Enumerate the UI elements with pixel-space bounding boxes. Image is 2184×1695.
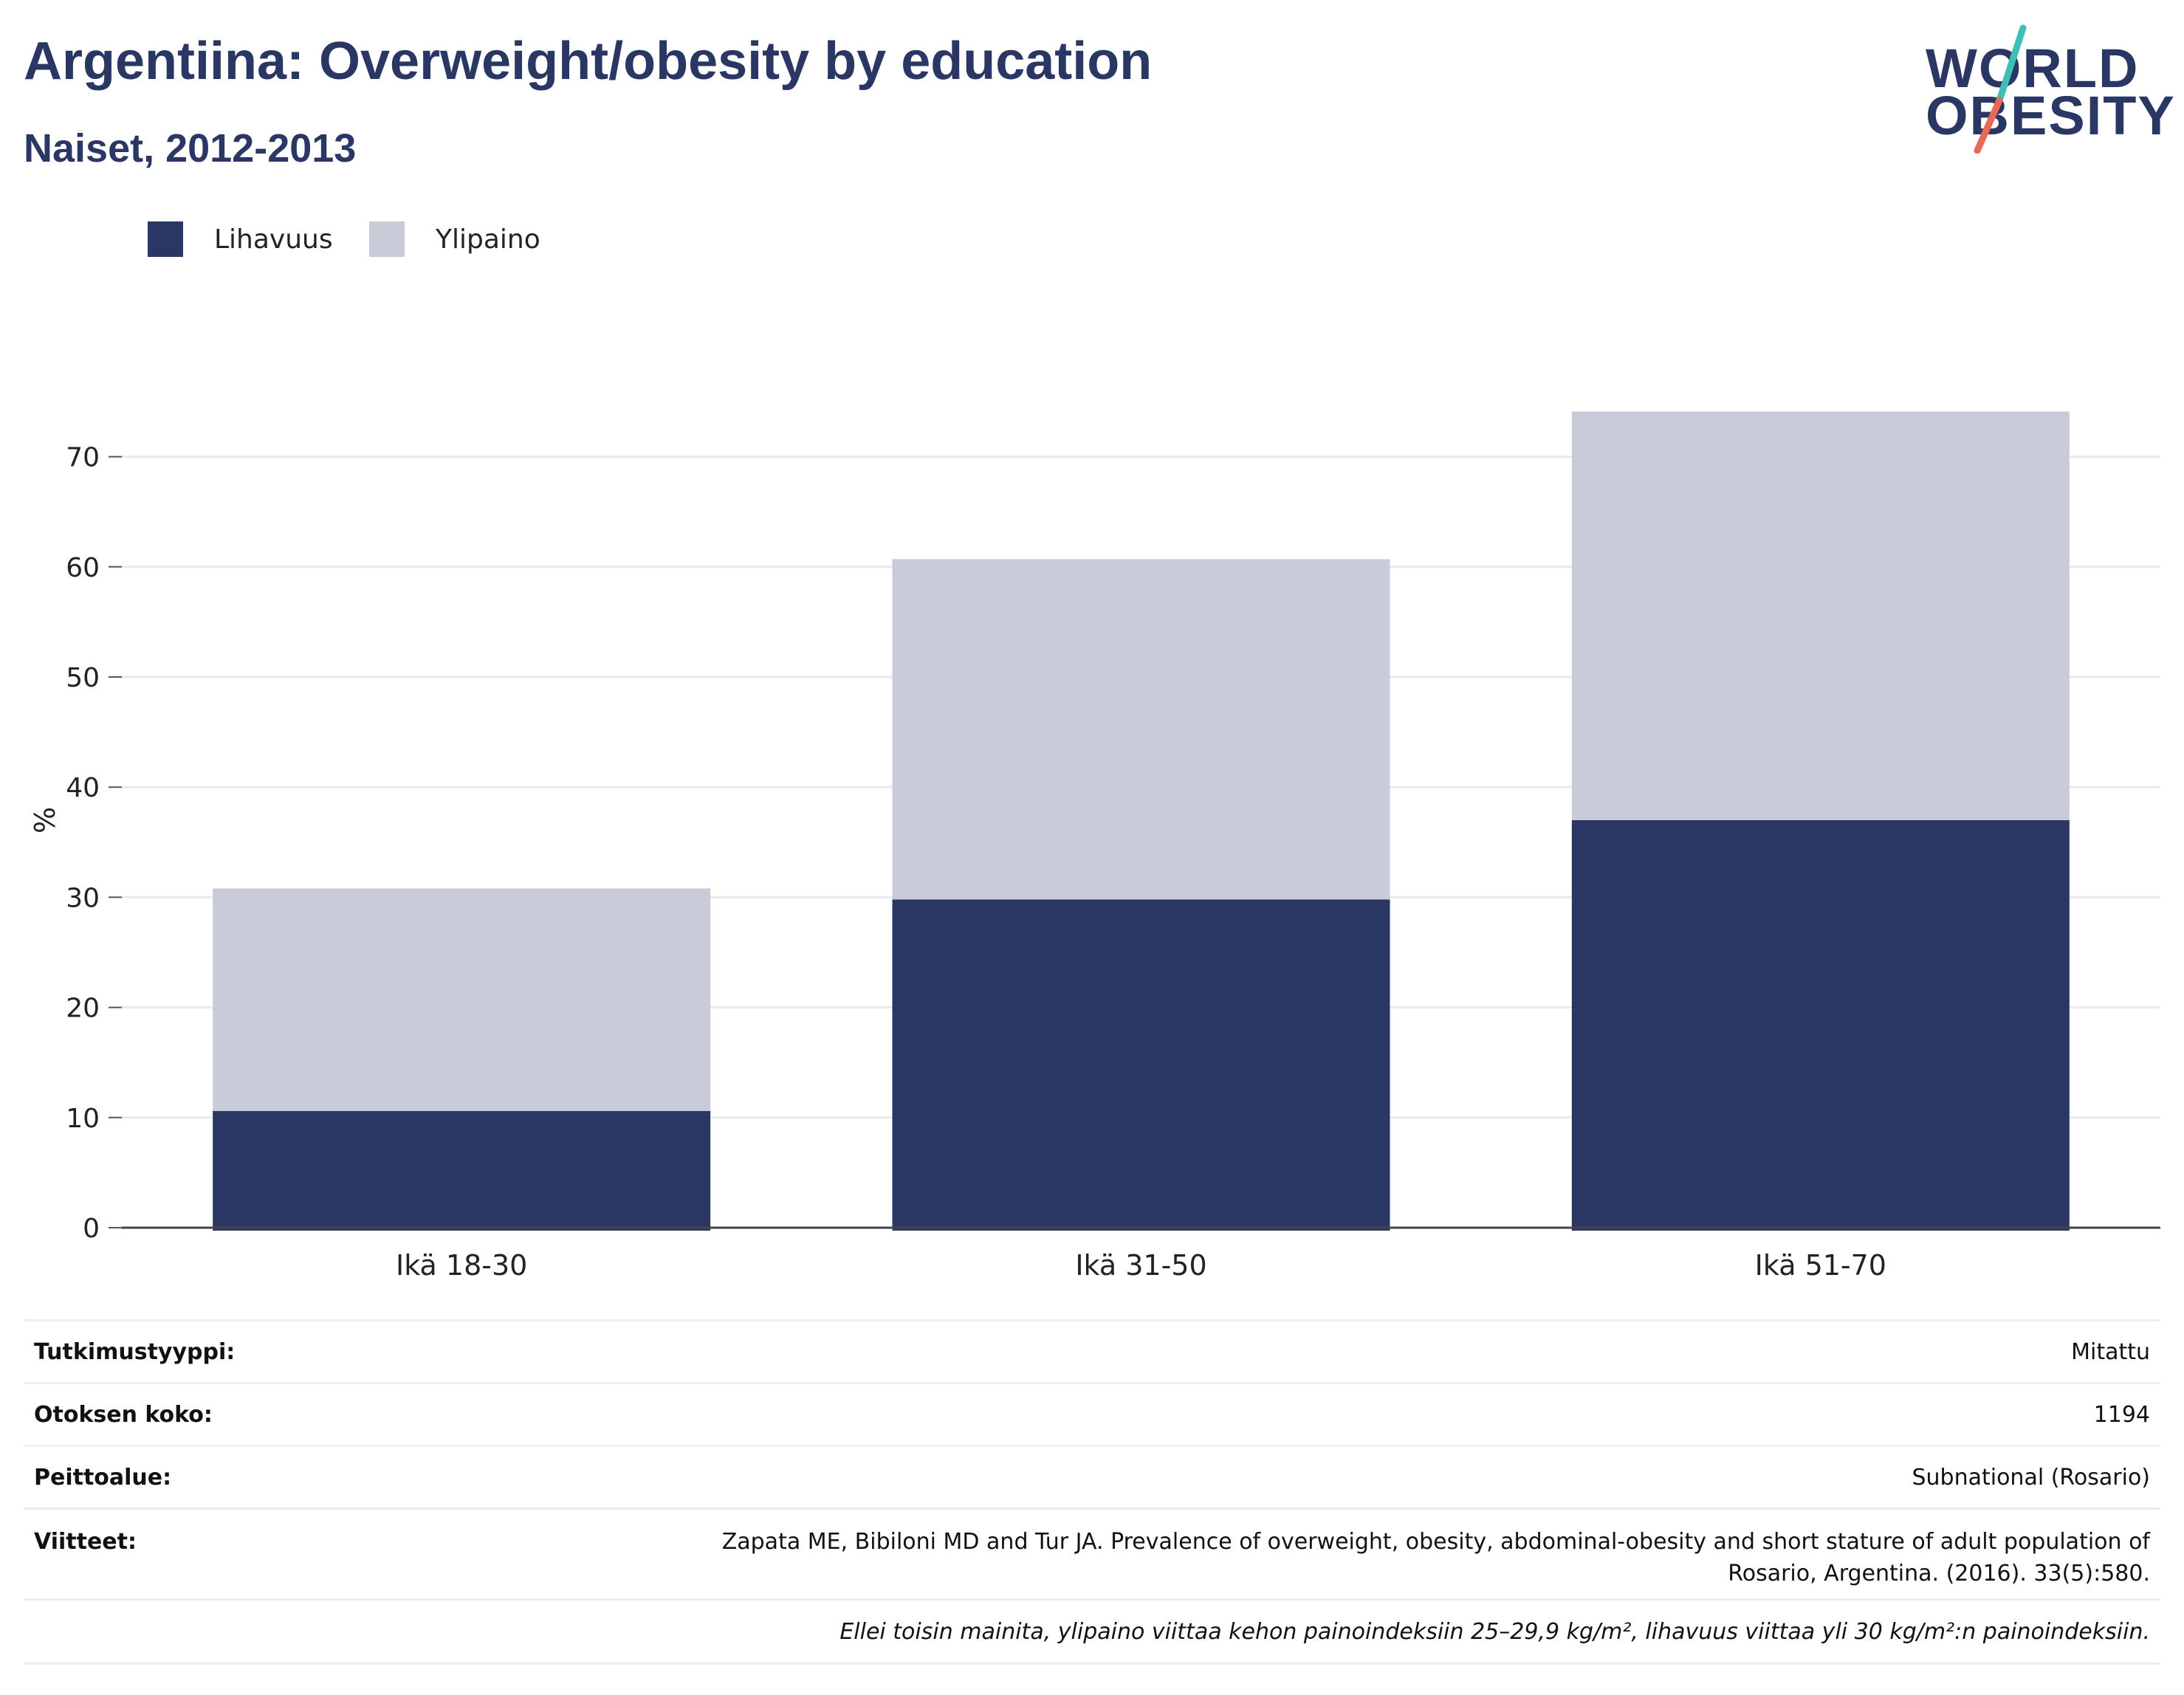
info-row-coverage: Peittoalue: Subnational (Rosario) <box>24 1445 2160 1507</box>
legend-swatch-overweight <box>369 221 405 257</box>
bar-obesity <box>213 1110 711 1231</box>
info-row-study-type: Tutkimustyyppi: Mitattu <box>24 1319 2160 1382</box>
info-key-study-type: Tutkimustyyppi: <box>34 1338 236 1365</box>
y-tick-label: 10 <box>66 1104 100 1134</box>
legend-swatch-obesity <box>148 221 183 257</box>
x-tick-label: Ikä 51-70 <box>1755 1249 1886 1282</box>
bar-overweight <box>1571 411 2070 820</box>
definition-note: Ellei toisin mainita, ylipaino viittaa k… <box>839 1618 2150 1645</box>
y-tick-label: 70 <box>66 443 100 473</box>
y-tick-label: 20 <box>66 994 100 1024</box>
bar-chart: 0 10 20 30 40 50 60 70% Ikä 18-30 Ikä 31-50 Ikä 51… <box>29 411 2160 1282</box>
info-key-references: Viitteet: <box>34 1529 137 1555</box>
info-key-sample-size: Otoksen koko: <box>34 1401 213 1428</box>
info-value-sample-size: 1194 <box>2093 1401 2150 1428</box>
y-tick-label: 30 <box>66 883 100 913</box>
legend-label-obesity: Lihavuus <box>214 224 333 255</box>
info-key-coverage: Peittoalue: <box>34 1464 172 1491</box>
legend-item-overweight[interactable]: Ylipaino <box>369 220 540 258</box>
bar-overweight <box>892 559 1390 900</box>
info-value-coverage: Subnational (Rosario) <box>1912 1464 2150 1491</box>
info-value-references: Zapata ME, Bibiloni MD and Tur JA. Preva… <box>721 1529 2150 1586</box>
x-tick-label: Ikä 18-30 <box>396 1249 527 1282</box>
info-table: Tutkimustyyppi: Mitattu Otoksen koko: 11… <box>24 1319 2160 1665</box>
y-tick-label: 0 <box>83 1214 100 1244</box>
y-axis-label: % <box>29 807 61 833</box>
logo-line-1: WORLD <box>1926 38 2140 99</box>
logo-slash-icon <box>1974 24 2027 154</box>
info-row-note: Ellei toisin mainita, ylipaino viittaa k… <box>24 1598 2160 1665</box>
bar-obesity <box>892 899 1390 1231</box>
chart-title: Argentiina: Overweight/obesity by educat… <box>24 32 1153 91</box>
info-value-study-type: Mitattu <box>2071 1338 2150 1365</box>
logo-line-2: OBESITY <box>1926 85 2176 146</box>
bar-obesity <box>1571 819 2070 1231</box>
chart-subtitle: Naiset, 2012-2013 <box>24 126 357 171</box>
bar-overweight <box>213 888 711 1111</box>
x-tick-label: Ikä 31-50 <box>1075 1249 1206 1282</box>
legend-label-overweight: Ylipaino <box>436 224 540 255</box>
info-row-sample-size: Otoksen koko: 1194 <box>24 1382 2160 1445</box>
y-tick-label: 40 <box>66 773 100 803</box>
legend-item-obesity[interactable]: Lihavuus <box>148 220 333 258</box>
info-row-references: Viitteet: Zapata ME, Bibiloni MD and Tur… <box>24 1507 2160 1598</box>
y-tick-label: 50 <box>66 663 100 693</box>
world-obesity-logo: WORLD OBESITY <box>1926 21 2174 154</box>
y-tick-label: 60 <box>66 553 100 583</box>
